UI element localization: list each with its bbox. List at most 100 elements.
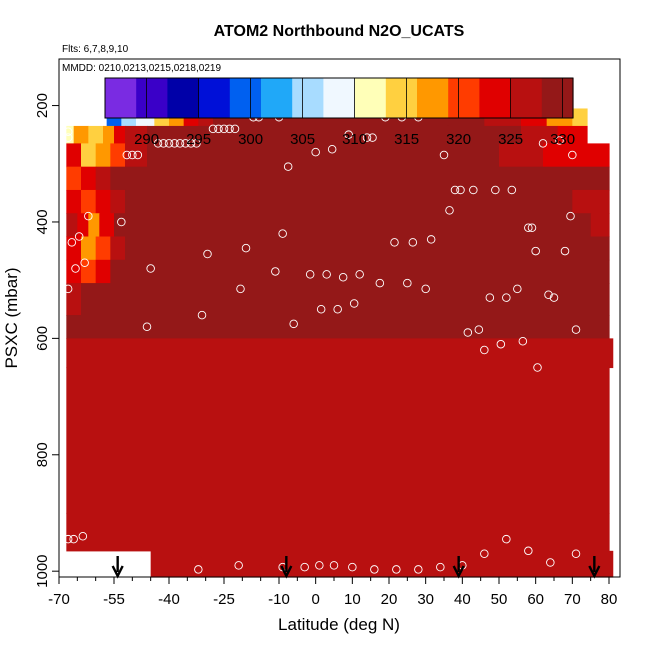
observation-point — [436, 562, 445, 572]
colorbar-swatch — [541, 78, 574, 118]
observation-point — [315, 561, 324, 570]
colorbar-swatch — [354, 78, 387, 118]
heatmap-cell — [572, 143, 610, 168]
x-tick-label: 80 — [601, 591, 618, 608]
observation-point — [278, 229, 287, 238]
observation-point — [186, 139, 196, 148]
flights-label: Flts: 6,7,8,9,10 — [62, 44, 129, 55]
observation-point — [502, 293, 511, 302]
colorbar-swatch — [323, 78, 356, 118]
colorbar-frame — [104, 77, 574, 119]
heatmap-cell — [81, 166, 97, 191]
observation-point — [568, 150, 577, 160]
heatmap-cell — [66, 189, 82, 214]
x-tick-label: 30 — [417, 591, 434, 608]
x-tick-label: -25 — [213, 591, 235, 608]
heatmap-cell — [99, 213, 115, 238]
observation-point — [197, 310, 207, 320]
observation-point — [194, 565, 203, 574]
colorbar-swatch — [105, 78, 137, 118]
observation-point — [133, 150, 143, 160]
observation-point — [456, 185, 465, 195]
observation-point — [544, 290, 553, 299]
observation-point — [421, 284, 430, 294]
x-tick-label: 0 — [311, 591, 319, 608]
heatmap-cell — [110, 143, 126, 168]
heatmap-cell — [110, 189, 126, 214]
observation-point — [225, 124, 234, 134]
heatmap-cell — [66, 236, 82, 261]
observation-point — [142, 322, 152, 331]
plot-frame — [58, 58, 621, 578]
observation-point — [474, 325, 484, 334]
heatmap-cell — [499, 143, 544, 168]
colorbar-tick-label: 300 — [238, 131, 263, 148]
x-tick-label: 50 — [491, 591, 508, 608]
heatmap-cell — [95, 189, 111, 214]
observation-point — [566, 211, 575, 221]
heatmap-cell — [110, 166, 126, 191]
observation-point — [300, 562, 309, 572]
heatmap-cell — [81, 259, 97, 284]
heatmap-cell — [66, 213, 78, 238]
colorbar-tick-label: 330 — [550, 131, 575, 148]
profile-marker-arrow-head — [452, 565, 465, 579]
observation-point — [117, 217, 126, 227]
colorbar-tick-label: 295 — [186, 131, 211, 148]
colorbar: 290 295 300 305 310 315 320 325 330 — [104, 77, 575, 148]
colorbar-swatch — [198, 78, 231, 118]
heatmap-cell — [125, 125, 148, 144]
heatmap-cell — [114, 213, 592, 238]
colorbar-tick-label: 320 — [446, 131, 471, 148]
heatmap-cell — [66, 512, 610, 552]
heatmap-cell — [103, 125, 115, 144]
observation-point — [375, 278, 385, 288]
observation-point — [329, 561, 339, 570]
observation-point — [71, 264, 80, 273]
heatmap-cell — [66, 283, 82, 316]
x-tick-label: 60 — [527, 591, 544, 608]
observation-point — [518, 337, 528, 346]
heatmap-cell — [66, 166, 82, 191]
observation-point — [549, 293, 559, 302]
colorbar-swatch — [417, 78, 449, 118]
observation-point — [491, 185, 500, 195]
observation-point — [139, 565, 148, 574]
heatmap-cell — [125, 189, 573, 214]
heatmap-cell — [73, 125, 89, 144]
observation-point — [208, 124, 218, 134]
observation-point — [230, 124, 240, 134]
observation-point — [403, 278, 412, 288]
heatmap-cell — [95, 166, 111, 191]
observation-point — [63, 284, 73, 294]
observation-point — [69, 534, 78, 544]
heatmap-cell — [88, 213, 100, 238]
heatmap-cell — [81, 236, 97, 261]
heatmap-cell — [557, 125, 588, 144]
colorbar-tick-label: 290 — [134, 131, 159, 148]
colorbar-swatch — [136, 78, 168, 118]
observation-point — [445, 206, 454, 215]
y-axis-label: PSXC (mbar) — [2, 267, 21, 368]
observation-point — [414, 565, 423, 574]
x-tick-label: -10 — [268, 591, 290, 608]
colorbar-swatch — [261, 78, 293, 118]
observation-point — [524, 223, 533, 233]
colorbar-tick-label: 325 — [498, 131, 523, 148]
observation-point — [439, 150, 449, 160]
observation-point — [368, 133, 377, 142]
colorbar-swatch — [448, 78, 480, 118]
heatmap-cell — [447, 125, 522, 144]
observation-point — [234, 561, 243, 570]
profile-marker-arrow-head — [111, 565, 124, 579]
x-axis: -70 -55 -40 -25 -10 0 10 20 30 40 50 60 70 80 — [48, 577, 617, 608]
observation-point — [392, 565, 401, 574]
observation-point — [546, 558, 555, 567]
observation-point — [283, 162, 293, 171]
observation-point — [214, 124, 223, 134]
observation-point — [560, 246, 570, 256]
heatmap-cell — [147, 143, 449, 168]
x-tick-label: 40 — [454, 591, 471, 608]
observation-point — [74, 232, 84, 241]
observation-point — [170, 139, 179, 148]
